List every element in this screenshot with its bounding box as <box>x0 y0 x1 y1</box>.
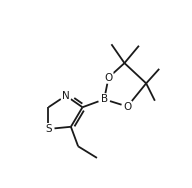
Text: B: B <box>101 94 108 104</box>
Text: O: O <box>123 102 132 111</box>
Text: O: O <box>104 73 113 83</box>
Text: N: N <box>62 91 70 101</box>
Text: S: S <box>45 124 52 134</box>
